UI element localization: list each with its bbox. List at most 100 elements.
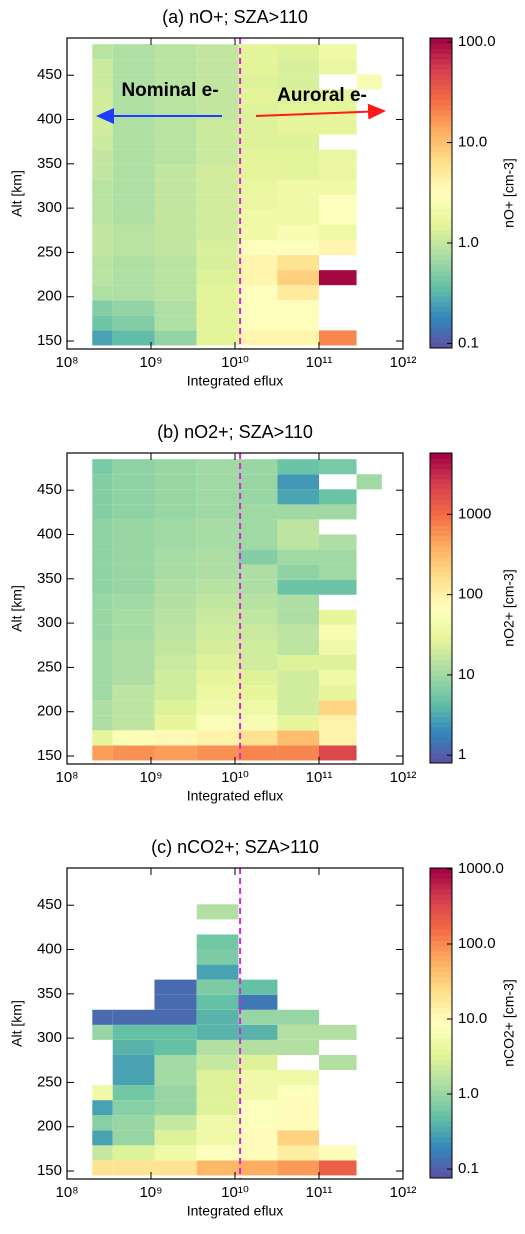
heatmap-cell <box>238 59 278 75</box>
heatmap-cell <box>112 1100 155 1116</box>
heatmap-cell <box>319 670 357 686</box>
heatmap-cell <box>196 104 239 120</box>
heatmap-cell <box>277 459 319 475</box>
colorbar-segment <box>430 1023 452 1029</box>
colorbar-segment <box>430 125 452 132</box>
heatmap-cell <box>112 609 155 625</box>
colorbar-segment <box>430 1172 452 1179</box>
heatmap-cell <box>319 240 357 256</box>
y-tick-label: 350 <box>37 155 62 172</box>
heatmap-cell <box>154 549 197 565</box>
colorbar-tick-label: 1000.0 <box>458 860 504 877</box>
heatmap-cell <box>238 994 278 1010</box>
y-tick-label: 250 <box>37 243 62 260</box>
heatmap-cell <box>196 300 239 316</box>
heatmap-cell <box>196 904 239 920</box>
colorbar-segment <box>430 453 452 459</box>
colorbar-segment <box>430 79 452 85</box>
heatmap-cell <box>154 330 197 346</box>
colorbar-segment <box>430 670 452 676</box>
colorbar-tick-label: 100 <box>458 586 483 603</box>
heatmap-cell <box>238 134 278 150</box>
y-tick-label: 200 <box>37 703 62 720</box>
heatmap-cell <box>154 179 197 195</box>
heatmap-cell <box>319 209 357 225</box>
heatmap-cell <box>154 1054 197 1071</box>
heatmap-cell <box>277 579 319 595</box>
colorbar-tick-label: 1.0 <box>458 1085 479 1102</box>
y-axis-label: Alt [km] <box>9 170 25 217</box>
y-tick-label: 200 <box>37 1118 62 1135</box>
heatmap-cell <box>319 119 357 135</box>
heatmap-cell <box>92 685 113 701</box>
heatmap-cell <box>196 134 239 150</box>
heatmap-cell <box>196 1039 239 1055</box>
heatmap-cell <box>154 979 197 995</box>
heatmap-cell <box>196 609 239 625</box>
heatmap-cell <box>277 315 319 331</box>
heatmap-cell <box>154 164 197 180</box>
colorbar-segment <box>430 680 452 686</box>
heatmap-cell <box>277 504 319 520</box>
heatmap-cell <box>277 639 319 656</box>
heatmap-cell <box>277 194 319 210</box>
heatmap-cell <box>154 564 197 580</box>
heatmap-cell <box>238 745 278 761</box>
x-tick-label: 10⁸ <box>55 354 78 371</box>
heatmap-cell <box>196 89 239 105</box>
annotation-arrow <box>255 103 386 120</box>
colorbar-segment <box>430 249 452 256</box>
heatmap-cell <box>154 1009 197 1025</box>
x-tick-label: 10¹¹ <box>306 769 333 786</box>
heatmap-cell <box>238 1160 278 1176</box>
heatmap-cell <box>238 270 278 286</box>
colorbar-segment <box>430 561 452 568</box>
heatmap-cell <box>92 489 113 505</box>
heatmap-cell <box>238 670 278 686</box>
heatmap-cell <box>196 59 239 75</box>
heatmap-cell <box>319 330 357 346</box>
colorbar-segment <box>430 1028 452 1034</box>
x-tick-label: 10⁹ <box>139 354 162 371</box>
colorbar-tick-label: 0.1 <box>458 1160 479 1177</box>
heatmap-cell <box>196 459 239 475</box>
colorbar-segment <box>430 566 452 573</box>
colorbar-segment <box>430 332 452 339</box>
colorbar-segment <box>430 1090 452 1096</box>
heatmap-cell <box>92 89 113 105</box>
heatmap-cell <box>112 1039 155 1055</box>
colorbar-segment <box>430 597 452 604</box>
heatmap-cell <box>238 164 278 180</box>
heatmap-cell <box>92 594 113 610</box>
heatmap-cell <box>238 594 278 610</box>
colorbar-segment <box>430 737 452 743</box>
colorbar-label: nCO2+ [cm-3] <box>501 979 517 1067</box>
colorbar-segment <box>430 608 452 614</box>
heatmap-cell <box>196 474 239 490</box>
heatmap-cell <box>319 89 357 105</box>
heatmap-cell <box>196 715 239 731</box>
colorbar-segment <box>430 43 452 49</box>
y-tick-label: 400 <box>37 525 62 542</box>
heatmap-cell <box>92 670 113 686</box>
colorbar-segment <box>430 146 452 153</box>
heatmap-cell <box>92 715 113 731</box>
heatmap-cell <box>154 639 197 656</box>
heatmap-cell <box>196 594 239 610</box>
heatmap-cell <box>319 1145 357 1161</box>
annotation: Auroral e- <box>277 85 367 106</box>
heatmap-cell <box>196 119 239 135</box>
heatmap-cell <box>238 194 278 210</box>
heatmap-cell <box>196 519 239 535</box>
colorbar-segment <box>430 1126 452 1132</box>
heatmap-cell <box>196 164 239 180</box>
heatmap-cell <box>154 104 197 120</box>
heatmap-cell <box>319 700 357 716</box>
heatmap-cell <box>356 474 382 490</box>
heatmap-cell <box>238 209 278 225</box>
colorbar-segment <box>430 280 452 287</box>
colorbar-segment <box>430 1162 452 1169</box>
heatmap-cell <box>154 609 197 625</box>
heatmap-cell <box>196 670 239 686</box>
